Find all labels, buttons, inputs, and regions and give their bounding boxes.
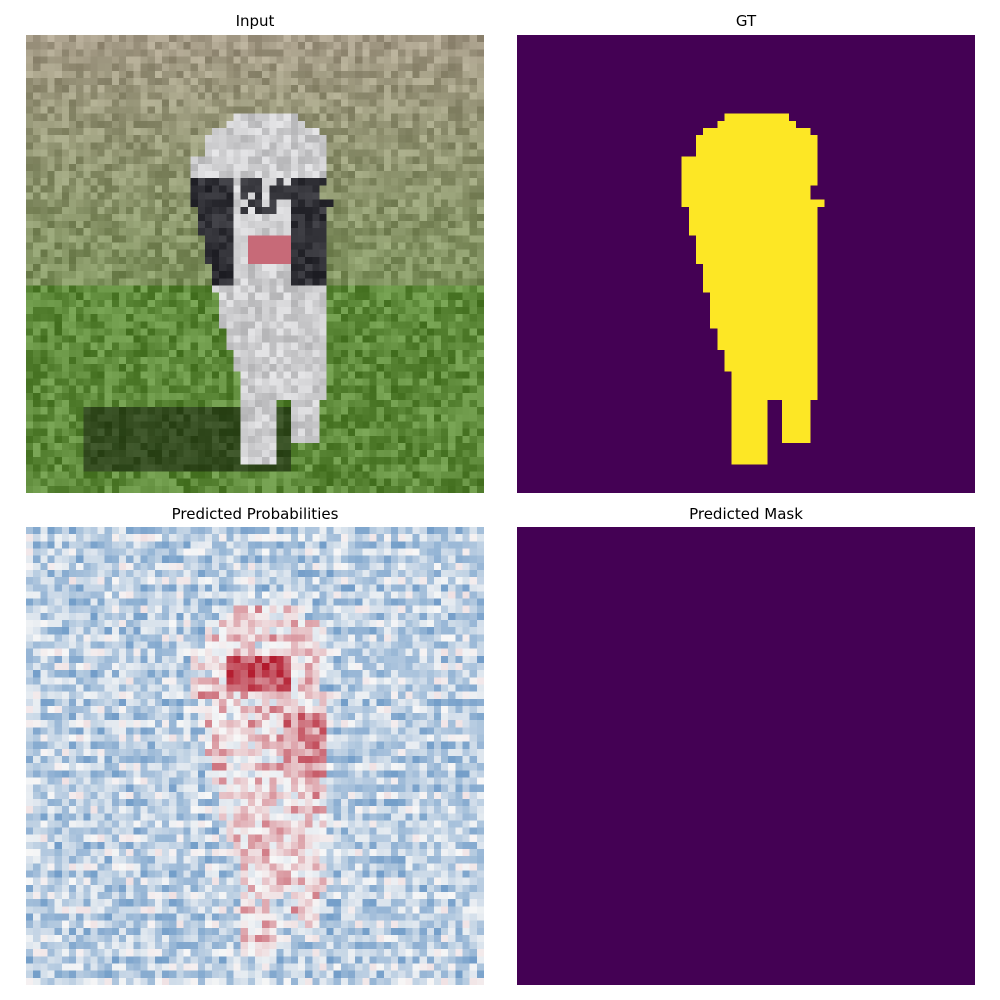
input-dog-image — [26, 35, 484, 493]
input-image-panel — [26, 35, 484, 493]
predicted-mask-panel — [517, 527, 975, 985]
probabilities-heatmap — [26, 527, 484, 985]
probabilities-panel-title: Predicted Probabilities — [171, 505, 339, 523]
predicted-mask-image — [517, 527, 975, 985]
mask-panel-title: Predicted Mask — [689, 505, 803, 523]
gt-mask-panel — [517, 35, 975, 493]
input-panel-title: Input — [235, 12, 275, 30]
gt-mask-image — [517, 35, 975, 493]
gt-panel-title: GT — [735, 12, 757, 30]
probabilities-panel — [26, 527, 484, 985]
